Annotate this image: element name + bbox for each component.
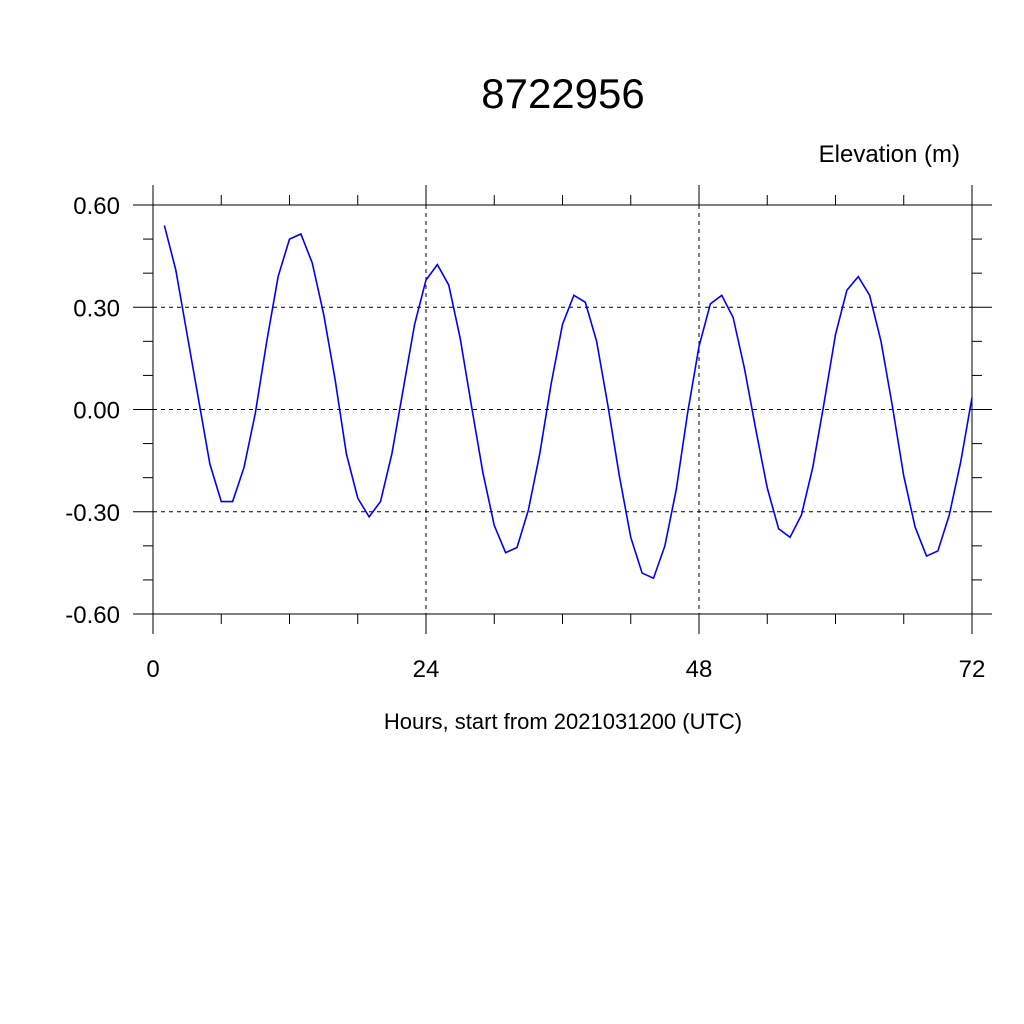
y-tick-label: -0.30 [65, 500, 120, 527]
x-tick-labels: 0 24 48 72 [146, 656, 985, 683]
y-tick-label: 0.00 [73, 398, 120, 425]
x-tick-label: 72 [959, 656, 986, 683]
x-tick-label: 0 [146, 656, 159, 683]
chart-title: 8722956 [481, 70, 645, 117]
elevation-series-line [163, 225, 973, 580]
grid [152, 204, 973, 615]
x-tick-label: 24 [413, 656, 440, 683]
ticks [133, 185, 992, 634]
plot-frame [152, 204, 973, 615]
y-tick-labels: 0.60 0.30 0.00 -0.30 -0.60 [65, 193, 120, 629]
y-tick-label: 0.60 [73, 193, 120, 220]
y-tick-label: 0.30 [73, 295, 120, 322]
chart-subtitle: Elevation (m) [819, 141, 960, 168]
y-tick-label: -0.60 [65, 602, 120, 629]
x-axis-label: Hours, start from 2021031200 (UTC) [384, 709, 742, 734]
x-tick-label: 48 [686, 656, 713, 683]
